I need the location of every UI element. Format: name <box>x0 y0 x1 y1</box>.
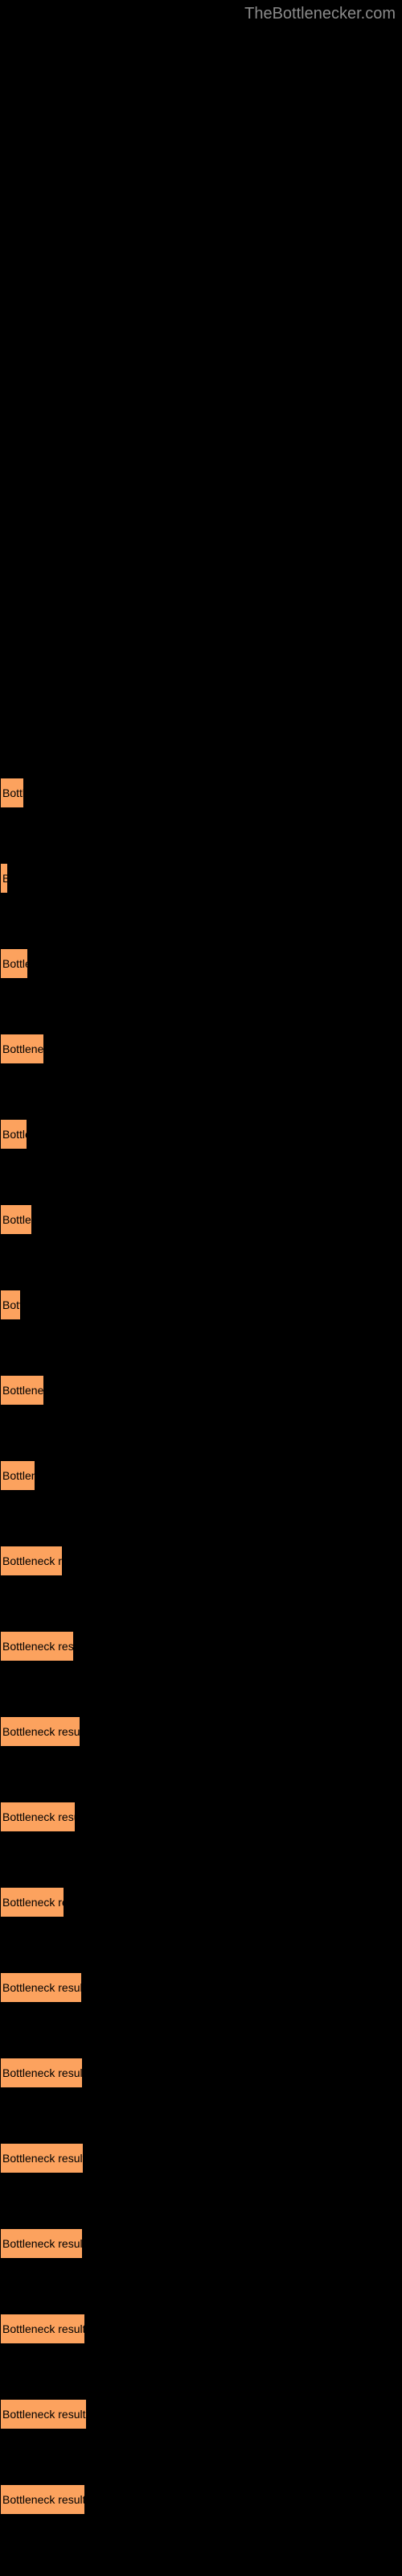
bar: Bottleneck result <box>0 2143 84 2174</box>
bar-label: Bottleneck result <box>2 1981 82 1994</box>
bar-chart: Bottleneck result Bottleneck result Bottle… <box>0 778 402 2570</box>
bar-row: Bottleneck result <box>0 1887 402 1918</box>
bar-row: Bottleneck result <box>0 1460 402 1491</box>
bar-row: Bottleneck result <box>0 1204 402 1235</box>
bar-row: Bottleneck result <box>0 1972 402 2003</box>
bar: Bottleneck result <box>0 1972 82 2003</box>
bar: Bottleneck result <box>0 2228 83 2259</box>
bar-label: Bottleneck result <box>2 2493 85 2506</box>
bar: Bottleneck result <box>0 1119 27 1150</box>
bar: Bottleneck result <box>0 2314 85 2344</box>
bar: Bottleneck result <box>0 1460 35 1491</box>
bar-label: Bottleneck result <box>2 2152 84 2165</box>
bar-label: Bottleneck result <box>2 1469 35 1482</box>
bar-label: Bottleneck result <box>2 1640 74 1653</box>
bar-row: Bottleneck result <box>0 1631 402 1662</box>
bar-row: Bottleneck result <box>0 2314 402 2344</box>
bar-label: Bottleneck result <box>2 2237 83 2250</box>
bar: Bottleneck result <box>0 1204 32 1235</box>
bar-row: Bottleneck result <box>0 1716 402 1747</box>
bar-row: Bottleneck result <box>0 1546 402 1576</box>
bar-label: Bottleneck result <box>2 1298 21 1311</box>
bar: Bottleneck result <box>0 1887 64 1918</box>
bar: Bottleneck result <box>0 863 8 894</box>
bar-row: Bottleneck result <box>0 1802 402 1832</box>
bar-row: Bottleneck result <box>0 2058 402 2088</box>
bar-row: Bottleneck result <box>0 948 402 979</box>
bar-row: Bottleneck result <box>0 863 402 894</box>
bar: Bottleneck result <box>0 2484 85 2515</box>
bar-label: Bottleneck result <box>2 2066 83 2079</box>
bar-label: Bottleneck result <box>2 1554 63 1567</box>
bar-row: Bottleneck result <box>0 2484 402 2515</box>
bar: Bottleneck result <box>0 1802 76 1832</box>
bar: Bottleneck result <box>0 1546 63 1576</box>
bar-label: Bottleneck result <box>2 1213 32 1226</box>
bar-row: Bottleneck result <box>0 2228 402 2259</box>
bar-label: Bottleneck result <box>2 1128 27 1141</box>
bar: Bottleneck result <box>0 778 24 808</box>
bar-label: Bottleneck result <box>2 957 28 970</box>
watermark: TheBottlenecker.com <box>244 5 396 23</box>
bar-label: Bottleneck result <box>2 1384 44 1397</box>
bar: Bottleneck result <box>0 2058 83 2088</box>
bar-row: Bottleneck result <box>0 1119 402 1150</box>
bar: Bottleneck result <box>0 1375 44 1406</box>
bar-label: Bottleneck result <box>2 786 24 799</box>
bar-label: Bottleneck result <box>2 1810 76 1823</box>
bar-row: Bottleneck result <box>0 2399 402 2429</box>
bar-label: Bottleneck result <box>2 1042 44 1055</box>
bar-row: Bottleneck result <box>0 1375 402 1406</box>
bar-label: Bottleneck result <box>2 1896 64 1909</box>
bar-label: Bottleneck result <box>2 872 8 885</box>
bar-row: Bottleneck result <box>0 1290 402 1320</box>
bar-label: Bottleneck result <box>2 1725 80 1738</box>
bar: Bottleneck result <box>0 2399 87 2429</box>
bar: Bottleneck result <box>0 948 28 979</box>
bar-row: Bottleneck result <box>0 1034 402 1064</box>
bar-label: Bottleneck result <box>2 2322 85 2335</box>
bar-row: Bottleneck result <box>0 2143 402 2174</box>
bar: Bottleneck result <box>0 1631 74 1662</box>
bar: Bottleneck result <box>0 1290 21 1320</box>
bar-row: Bottleneck result <box>0 778 402 808</box>
bar: Bottleneck result <box>0 1716 80 1747</box>
bar: Bottleneck result <box>0 1034 44 1064</box>
bar-label: Bottleneck result <box>2 2408 86 2421</box>
